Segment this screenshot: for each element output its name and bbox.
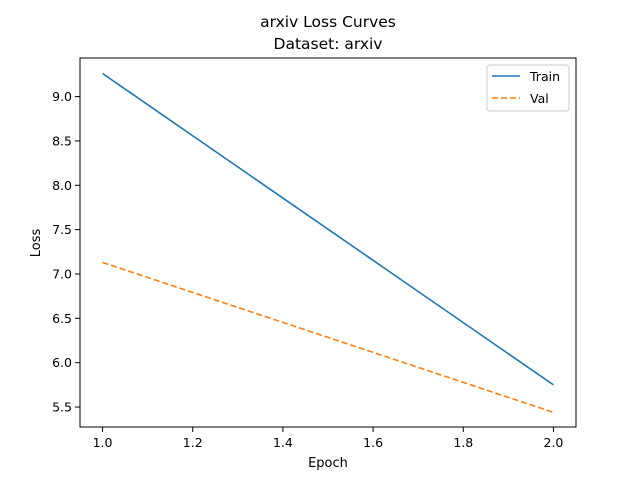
x-tick-label: 1.4 bbox=[273, 435, 293, 450]
chart-subtitle: Dataset: arxiv bbox=[274, 35, 383, 53]
y-tick-label: 8.5 bbox=[52, 133, 72, 148]
y-tick-label: 7.0 bbox=[52, 266, 72, 281]
y-axis-ticks: 5.5 6.0 6.5 7.0 7.5 8.0 8.5 9.0 bbox=[52, 89, 80, 415]
y-tick-label: 6.5 bbox=[52, 311, 72, 326]
series-line-val bbox=[102, 261, 554, 414]
chart-title: arxiv Loss Curves bbox=[260, 13, 396, 31]
y-tick-label: 8.0 bbox=[52, 178, 72, 193]
plot-frame bbox=[79, 57, 577, 428]
legend: Train Val bbox=[486, 64, 570, 112]
y-tick-label: 7.5 bbox=[52, 222, 72, 237]
x-tick-label: 1.8 bbox=[453, 435, 473, 450]
x-tick-label: 1.2 bbox=[183, 435, 203, 450]
legend-label-val: Val bbox=[530, 91, 549, 106]
y-tick-label: 6.0 bbox=[52, 355, 72, 370]
y-axis-label: Loss bbox=[29, 229, 44, 258]
x-tick-label: 1.6 bbox=[363, 435, 383, 450]
series-layer bbox=[102, 72, 554, 414]
legend-label-train: Train bbox=[529, 69, 560, 84]
y-tick-label: 5.5 bbox=[52, 400, 72, 415]
x-axis-ticks: 1.0 1.2 1.4 1.6 1.8 2.0 bbox=[93, 427, 564, 450]
x-tick-label: 2.0 bbox=[544, 435, 564, 450]
x-tick-label: 1.0 bbox=[93, 435, 113, 450]
series-line-train bbox=[102, 72, 554, 386]
y-tick-label: 9.0 bbox=[52, 89, 72, 104]
x-axis-label: Epoch bbox=[308, 456, 348, 471]
